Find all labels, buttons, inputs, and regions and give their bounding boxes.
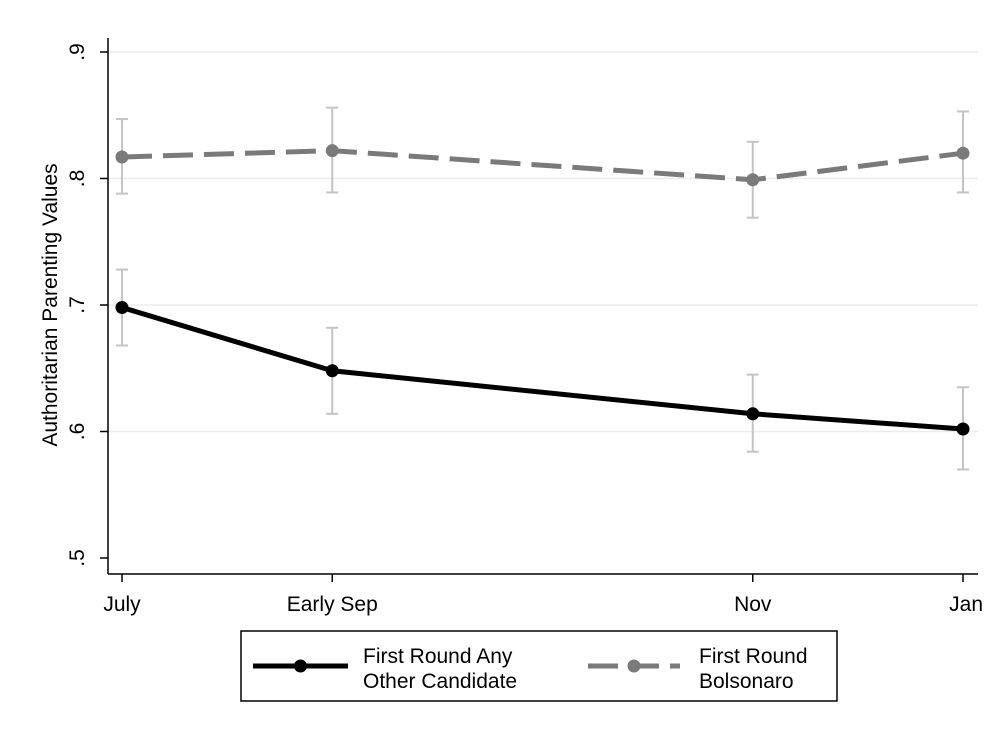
legend-label: First Round Any (363, 645, 513, 668)
legend-marker (627, 659, 641, 673)
y-tick-label: .6 (66, 423, 89, 441)
y-tick-label: .5 (66, 549, 89, 567)
data-point (746, 173, 760, 187)
x-tick-label: Jan (949, 593, 983, 616)
y-tick-label: .9 (66, 43, 89, 61)
series-lines (115, 144, 970, 436)
data-point (956, 146, 970, 160)
y-tick-label: .8 (66, 170, 89, 188)
x-ticks: July Early Sep Nov Jan (103, 574, 983, 616)
y-tick-label: .7 (66, 296, 89, 314)
y-axis-title: Authoritarian Parenting Values (39, 163, 62, 446)
series-line (121, 305, 964, 432)
y-ticks: .5 .6 .7 .8 .9 (66, 43, 108, 567)
data-point (956, 422, 970, 436)
gridlines (108, 51, 978, 433)
data-point (325, 144, 339, 158)
x-tick-label: Early Sep (287, 593, 378, 616)
x-tick-label: July (103, 593, 141, 616)
legend-label: Bolsonaro (699, 670, 794, 693)
legend-label: Other Candidate (363, 670, 517, 693)
data-point (325, 364, 339, 378)
series-line (121, 148, 964, 183)
legend-marker (294, 659, 307, 673)
legend-label: First Round (699, 645, 808, 668)
data-point (115, 301, 129, 315)
x-tick-label: Nov (734, 593, 772, 616)
axes (107, 38, 978, 575)
error-bars (116, 106, 969, 471)
data-point (115, 150, 129, 164)
data-point (746, 407, 760, 421)
